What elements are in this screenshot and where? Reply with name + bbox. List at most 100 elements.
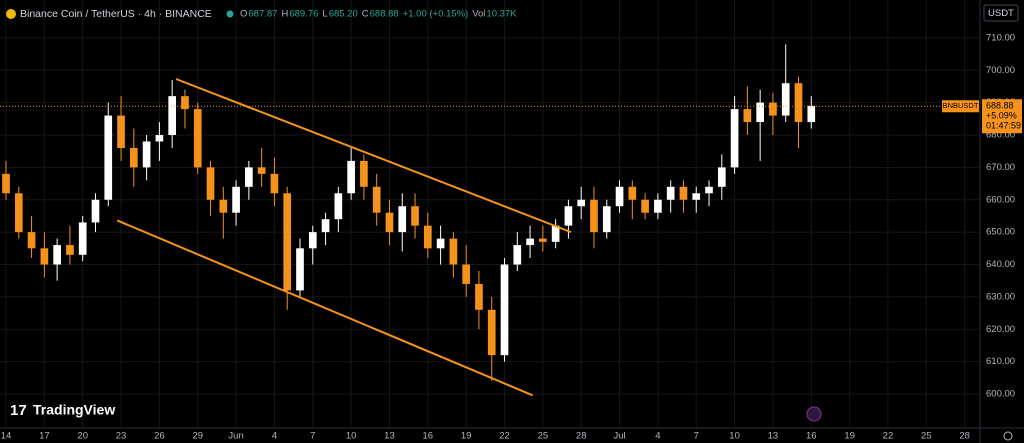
x-tick-label: 19 [461,431,472,442]
x-tick-label: 20 [77,431,88,442]
y-tick-label: 620.00 [986,324,1015,335]
candle-body [756,102,764,123]
ohlc-value: 689.76 [289,9,318,20]
settings-icon[interactable] [1003,431,1013,441]
candle-body [168,96,177,136]
y-tick-label: 640.00 [986,259,1015,270]
candle-body [794,83,803,123]
symbol-tag-text: BNBUSDT [943,101,979,110]
candle-body [27,232,36,249]
ohlc-label: L [322,9,327,20]
candle-body [206,167,215,200]
y-tick-label: 650.00 [986,227,1015,238]
symbol-title: Binance Coin / TetherUS · 4h · BINANCE [20,8,212,20]
x-tick-label: Jul [613,431,625,442]
y-tick-label: 710.00 [986,32,1015,43]
logo-mark: 17 [10,402,27,419]
symbol-tag [942,100,979,113]
x-tick-label: 29 [192,431,203,442]
candle-body [551,225,560,242]
price-box [982,99,1022,134]
candle-body [232,186,240,213]
candle-body [615,186,624,207]
y-tick-label: 670.00 [986,162,1015,173]
trendline [175,78,572,234]
candle-body [743,109,752,123]
candle-body [308,232,317,249]
grid [0,0,980,428]
candle-body [193,109,202,168]
candle-body [705,186,713,194]
candle-body [385,212,394,233]
candle-body [270,173,279,194]
x-tick-label: 19 [844,431,855,442]
price-box-change: +5.09% [986,111,1017,121]
x-tick-label: 7 [310,431,315,442]
candle-body [117,115,125,148]
candle-body [564,206,573,226]
logo-text: TradingView [33,402,115,418]
candle-body [155,135,164,142]
x-tick-label: 26 [154,431,165,442]
alert-icon[interactable] [806,406,822,422]
candle-body [654,199,662,213]
candle-body [539,238,547,242]
candle-body [436,238,445,249]
candle-body [372,186,381,213]
ohlc-value: 687.87 [248,9,277,20]
candle-body [500,264,509,356]
candle-body [462,264,470,284]
candle-body [245,167,253,187]
candle-body [628,186,637,200]
candle-body [666,186,675,200]
candle-body [679,186,688,200]
candle-body [91,199,100,223]
volume-label: Vol [472,9,485,20]
candle-body [296,248,304,291]
y-tick-label: 700.00 [986,65,1015,76]
currency-button[interactable] [983,4,1019,22]
candle-body [53,245,61,265]
candle-body [807,105,816,123]
candle-body [2,173,10,194]
candle-body [526,238,534,246]
candle-body [40,248,49,265]
candle-body [769,102,777,116]
candle-body [590,199,598,233]
logo: 17 TradingView [10,402,115,419]
candles [0,44,980,397]
y-tick-label: 610.00 [986,356,1015,367]
candle-body [781,83,790,116]
x-tick-label: 13 [384,431,395,442]
candle-body [449,238,458,265]
candle-body [142,141,151,168]
candle-body [360,160,368,187]
candle-body [257,167,266,174]
y-tick-label: 630.00 [986,291,1015,302]
x-tick-label: 25 [538,431,549,442]
candle-body [14,193,23,233]
x-tick-label: 28 [576,431,587,442]
ohlc-label: H [281,9,288,20]
candle-body [423,225,432,249]
currency[interactable]: USDT [988,8,1014,19]
x-tick-label: Jun [228,431,243,442]
status-dot [226,10,234,18]
x-tick-label: 16 [806,431,817,442]
candle-body [641,199,649,213]
x-tick-label: 22 [883,431,894,442]
candle-body [321,219,330,233]
x-tick-label: 28 [959,431,970,442]
legend-header: Binance Coin / TetherUS · 4h · BINANCE O… [6,8,517,20]
candle-body [66,245,74,255]
x-tick-label: 25 [921,431,932,442]
trendline [116,219,534,397]
symbol-icon [6,9,16,19]
candle-body [181,96,189,110]
candle-body [730,109,739,168]
ohlc-label: O [240,9,247,20]
y-tick-label: 660.00 [986,194,1015,205]
candle-body [347,160,355,194]
candle-body [78,222,87,255]
